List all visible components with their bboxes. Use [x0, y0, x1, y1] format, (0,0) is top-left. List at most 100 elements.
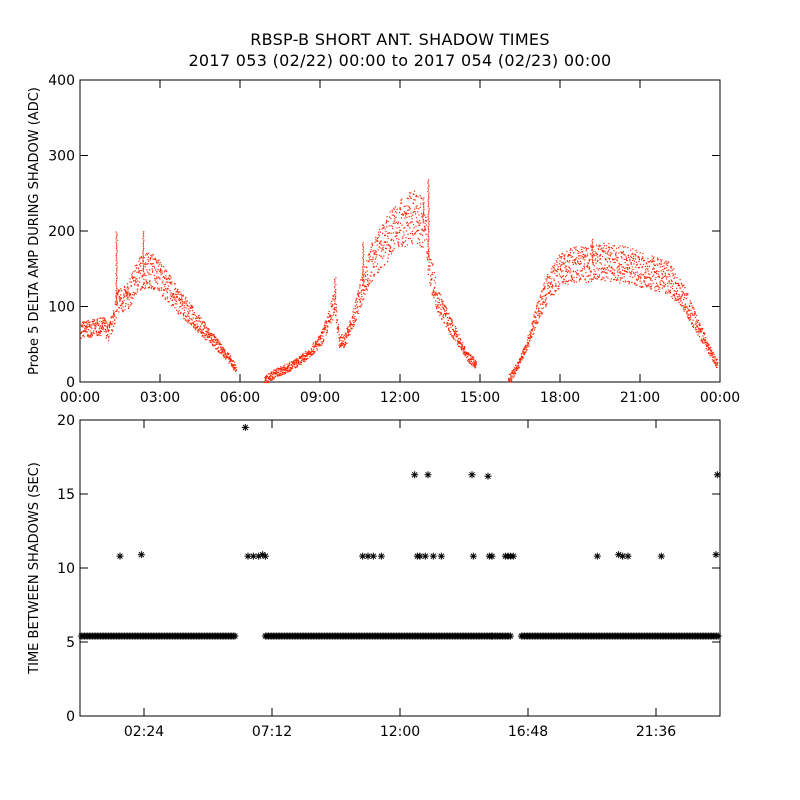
top-panel-point — [186, 301, 188, 303]
top-panel-point — [84, 328, 86, 330]
top-panel-point — [651, 280, 653, 282]
top-panel-point — [528, 337, 530, 339]
top-panel-point — [271, 378, 273, 380]
top-panel-point — [536, 321, 538, 323]
top-panel-point — [661, 280, 664, 282]
top-panel-point — [94, 328, 96, 330]
top-panel-point — [235, 369, 237, 371]
top-panel-point — [452, 334, 454, 337]
top-panel-spike-point — [428, 224, 430, 226]
top-panel-point — [210, 334, 212, 336]
top-panel-point — [235, 366, 237, 368]
top-panel-point — [376, 244, 378, 246]
top-panel-point — [592, 262, 594, 264]
top-panel-point — [186, 300, 188, 302]
top-panel-point — [668, 269, 670, 271]
top-panel-point — [636, 284, 638, 286]
top-panel-point — [232, 367, 234, 369]
top-panel-point — [672, 285, 674, 287]
top-panel-point — [282, 369, 284, 371]
top-panel-point — [448, 329, 450, 331]
top-panel-point — [523, 348, 525, 350]
top-panel-point — [313, 348, 315, 350]
top-panel-point — [657, 264, 659, 266]
top-panel-point — [716, 363, 718, 365]
top-panel-point — [202, 322, 204, 324]
top-panel-point — [448, 317, 450, 319]
top-panel-point — [179, 298, 181, 301]
top-panel-point — [295, 358, 297, 360]
top-panel-point — [377, 271, 379, 273]
top-panel-point — [335, 309, 337, 311]
top-panel-point — [286, 369, 288, 371]
top-panel-point — [675, 292, 677, 294]
top-panel-point — [212, 340, 214, 342]
top-panel-point — [109, 326, 111, 329]
top-panel-point — [578, 251, 580, 253]
top-panel-point — [422, 246, 424, 248]
top-panel-point — [705, 342, 707, 344]
top-panel-point — [127, 307, 130, 309]
top-panel-point — [165, 275, 167, 277]
top-panel-point — [571, 249, 573, 251]
top-panel-point — [555, 275, 557, 277]
top-panel-point — [309, 353, 311, 355]
top-panel-point — [563, 281, 565, 283]
top-panel-point — [670, 267, 672, 269]
top-panel-point — [601, 267, 603, 269]
top-panel-point — [140, 288, 142, 290]
top-panel-point — [189, 310, 191, 312]
top-panel-point — [579, 278, 582, 280]
top-panel-point — [454, 330, 457, 332]
top-panel-point — [173, 293, 175, 295]
top-panel-point — [84, 321, 86, 323]
top-panel-point — [453, 337, 455, 339]
top-panel-point — [145, 280, 147, 282]
top-panel-point — [214, 339, 217, 341]
top-panel-point — [84, 330, 86, 332]
top-panel-point — [192, 317, 194, 319]
top-panel-spike-point — [334, 280, 336, 282]
top-panel-point — [146, 253, 148, 255]
top-panel-point — [532, 333, 534, 336]
top-panel-point — [474, 361, 476, 363]
top-panel-point — [623, 269, 625, 272]
top-panel-point — [81, 331, 83, 333]
top-panel-point — [621, 266, 623, 268]
top-panel-spike-point — [591, 243, 593, 245]
top-panel-point — [268, 381, 270, 383]
top-panel-point — [402, 214, 404, 216]
top-panel-point — [117, 291, 119, 294]
top-panel-point — [104, 328, 106, 330]
top-panel-point — [112, 317, 114, 319]
top-panel-point — [147, 282, 149, 284]
top-panel-point — [361, 276, 363, 278]
top-panel-point — [368, 284, 370, 286]
top-panel-point — [671, 288, 674, 290]
top-panel-point — [295, 360, 298, 362]
top-panel-point — [465, 351, 467, 353]
top-panel-point — [170, 281, 172, 283]
top-panel-point — [295, 366, 298, 368]
top-panel-point — [378, 269, 380, 271]
top-panel-point — [644, 277, 646, 279]
top-panel-point — [608, 243, 610, 245]
top-panel-point — [107, 327, 109, 329]
top-panel-point — [210, 334, 213, 336]
top-panel-point — [381, 244, 383, 247]
top-panel-point — [404, 217, 406, 219]
top-panel-point — [566, 250, 568, 253]
top-panel-point — [280, 370, 282, 372]
top-panel-point — [197, 329, 200, 331]
top-panel-spike-point — [428, 237, 430, 239]
top-panel-spike-point — [116, 239, 118, 241]
top-panel-point — [458, 337, 460, 340]
top-panel-point — [545, 306, 547, 308]
top-panel-point — [268, 373, 270, 375]
top-panel-point — [474, 365, 476, 367]
top-panel-point — [286, 368, 288, 370]
top-panel-point — [176, 303, 178, 305]
top-panel-point — [408, 207, 411, 209]
top-panel-point — [670, 270, 672, 272]
top-panel-point — [406, 205, 408, 207]
